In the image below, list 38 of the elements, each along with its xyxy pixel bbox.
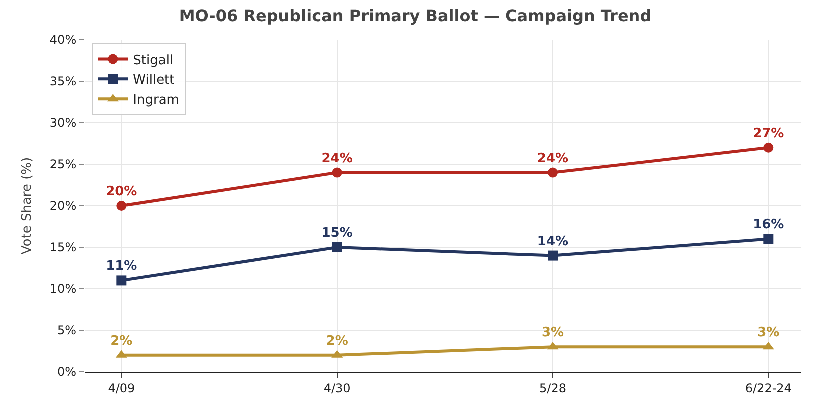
point	[116, 201, 127, 211]
point	[764, 234, 774, 244]
y-tick-label: 5%	[58, 324, 77, 338]
x-tick-label: 4/30	[324, 381, 351, 396]
point	[332, 168, 342, 178]
chart-title: MO-06 Republican Primary Ballot — Campaign Trend	[179, 6, 652, 26]
data-label: 24%	[537, 151, 569, 166]
y-tick-label: 20%	[50, 199, 77, 214]
y-tick-label: 30%	[50, 116, 77, 130]
y-tick-label: 40%	[50, 33, 77, 48]
data-label: 15%	[322, 226, 353, 241]
point	[116, 276, 127, 286]
data-label: 11%	[106, 259, 138, 274]
y-axis-title: Vote Share (%)	[20, 157, 35, 255]
data-label: 3%	[542, 326, 564, 341]
point	[764, 142, 774, 153]
point	[332, 242, 342, 252]
point	[548, 250, 558, 261]
data-label: 14%	[537, 234, 569, 250]
y-tick-label: 35%	[50, 74, 77, 89]
x-tick-label: 4/09	[108, 381, 136, 396]
legend-label: Stigall	[133, 53, 174, 68]
y-tick-label: 15%	[50, 240, 77, 255]
x-tick-label: 5/28	[540, 381, 566, 396]
data-label: 2%	[110, 334, 133, 349]
data-label: 24%	[322, 151, 353, 166]
y-tick-label: 0%	[58, 365, 77, 380]
point	[548, 168, 558, 178]
x-tick-label: 6/22-24	[745, 381, 792, 396]
legend-label: Willett	[133, 73, 175, 88]
data-label: 16%	[753, 218, 784, 233]
y-tick-label: 25%	[50, 158, 77, 172]
legend-label: Ingram	[133, 93, 180, 108]
data-label: 20%	[106, 184, 138, 200]
data-label: 27%	[753, 126, 784, 142]
data-label: 2%	[326, 334, 348, 349]
y-tick-label: 10%	[50, 282, 77, 296]
data-label: 3%	[758, 326, 780, 341]
